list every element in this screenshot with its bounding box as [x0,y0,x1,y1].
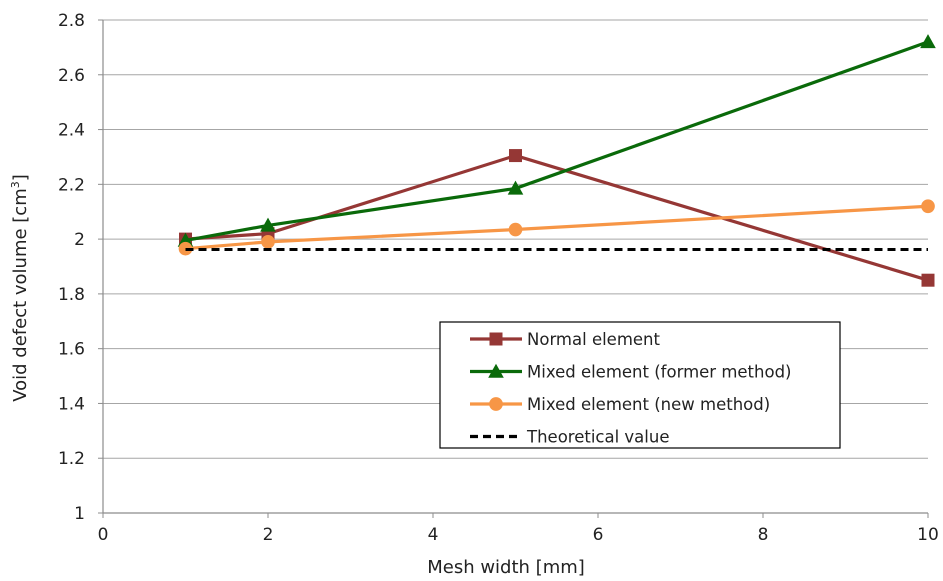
series-line [185,204,929,251]
y-tick-label: 2.2 [58,175,85,195]
y-tick-label: 1 [74,504,85,524]
data-point [509,149,522,163]
legend-swatch-marker [489,332,503,346]
legend-label: Mixed element (new method) [527,395,770,414]
y-tick-label: 1.8 [58,285,85,305]
y-tick-label: 1.4 [58,394,85,414]
y-tick-label: 1.2 [58,449,85,469]
y-axis-title-superscript: 3 [9,181,22,188]
x-tick-label: 2 [263,525,274,545]
x-tick-label: 6 [593,525,604,545]
x-tick-label: 10 [917,525,939,545]
legend-item-mixed-element-new-method: Mixed element (new method) [470,395,770,414]
y-tick-label: 2 [74,230,85,250]
x-tick-label: 8 [758,525,769,545]
legend-swatch-marker [489,397,503,411]
y-tick-label: 2.6 [58,66,85,86]
legend-box [439,321,841,449]
legend-item-normal-element: Normal element [470,330,661,349]
legend: Normal element Mixed element (former meth… [439,321,841,449]
data-point [261,235,275,249]
y-tick-label: 2.4 [58,121,85,141]
grid-lines [103,19,928,514]
y-axis-title-main: Void defect volume [cm [10,188,31,402]
y-axis-title: Void defect volume [cm3] [9,174,31,402]
series-line [185,40,929,243]
legend-label: Normal element [527,330,661,349]
axes [98,19,929,518]
data-point [260,217,276,232]
legend-label: Mixed element (former method) [527,363,791,382]
legend-item-mixed-element-former-method: Mixed element (former method) [470,363,791,382]
series-mixed-element-former-method [177,34,936,247]
data-point [921,273,935,287]
data-point [507,180,524,195]
data-point [921,199,935,214]
y-tick-label: 2.8 [58,11,85,31]
x-axis-title: Mesh width [mm] [427,557,585,578]
y-axis-title-tail: ] [10,174,31,181]
legend-swatch-marker [488,363,504,378]
legend-item-theoretical-value: Theoretical value [470,428,670,447]
legend-label: Theoretical value [526,428,670,447]
y-tick-label: 1.6 [58,340,85,360]
x-tick-label: 4 [428,525,439,545]
x-tick-labels: 0 2 4 6 8 10 [98,525,939,545]
series-normal-element [179,149,935,287]
x-tick-label: 0 [98,525,109,545]
series-layer [177,34,936,287]
data-point [508,222,523,237]
data-point [920,34,936,49]
y-tick-labels: 1 1.2 1.4 1.6 1.8 2 2.2 2.4 2.6 2.8 [58,11,85,524]
